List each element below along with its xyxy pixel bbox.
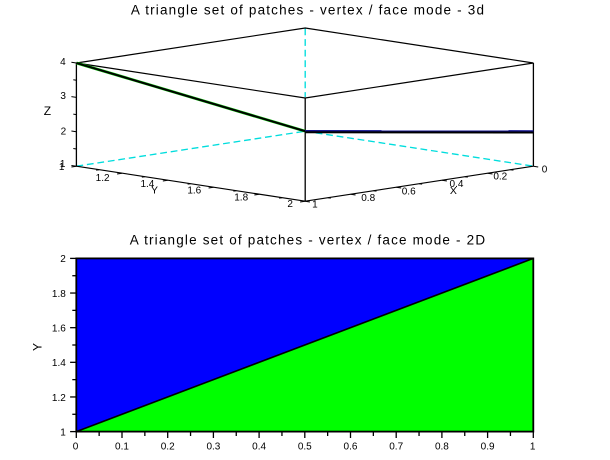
svg-text:0: 0	[73, 442, 79, 453]
svg-text:1.2: 1.2	[96, 173, 110, 184]
svg-text:1: 1	[312, 199, 318, 210]
svg-text:0.4: 0.4	[450, 179, 464, 190]
svg-text:0.2: 0.2	[493, 172, 507, 183]
svg-text:1.4: 1.4	[52, 358, 66, 369]
svg-text:0.8: 0.8	[361, 193, 375, 204]
svg-text:0.9: 0.9	[481, 442, 495, 453]
svg-text:0.2: 0.2	[161, 442, 175, 453]
svg-text:2: 2	[61, 127, 67, 138]
svg-text:4: 4	[60, 57, 66, 68]
svg-text:2: 2	[287, 199, 293, 210]
svg-text:1: 1	[59, 162, 65, 173]
svg-text:A triangle set of patches - ve: A triangle set of patches - vertex / fac…	[131, 2, 485, 17]
svg-text:0.3: 0.3	[206, 442, 220, 453]
svg-text:0.7: 0.7	[389, 442, 403, 453]
svg-text:3: 3	[60, 91, 66, 102]
svg-text:X: X	[450, 185, 457, 197]
svg-text:0.6: 0.6	[402, 187, 416, 198]
svg-text:Y: Y	[151, 185, 158, 197]
svg-text:0.1: 0.1	[115, 442, 129, 453]
svg-text:2: 2	[60, 254, 66, 265]
svg-text:1: 1	[530, 442, 536, 453]
svg-text:1.6: 1.6	[52, 324, 66, 335]
svg-text:0.5: 0.5	[298, 442, 312, 453]
svg-text:0.6: 0.6	[344, 442, 358, 453]
svg-text:A triangle set of patches - ve: A triangle set of patches - vertex / fac…	[130, 232, 487, 247]
svg-text:0.4: 0.4	[252, 442, 266, 453]
svg-text:1.2: 1.2	[52, 393, 66, 404]
svg-text:0.8: 0.8	[435, 442, 449, 453]
svg-text:Z: Z	[44, 104, 51, 118]
svg-text:1: 1	[60, 427, 66, 438]
svg-text:Y: Y	[31, 343, 45, 351]
svg-text:1.8: 1.8	[52, 289, 66, 300]
svg-text:1: 1	[60, 159, 66, 170]
svg-text:1.4: 1.4	[140, 179, 154, 190]
svg-text:0: 0	[542, 164, 548, 175]
svg-text:1.8: 1.8	[234, 192, 248, 203]
svg-text:1.6: 1.6	[187, 186, 201, 197]
